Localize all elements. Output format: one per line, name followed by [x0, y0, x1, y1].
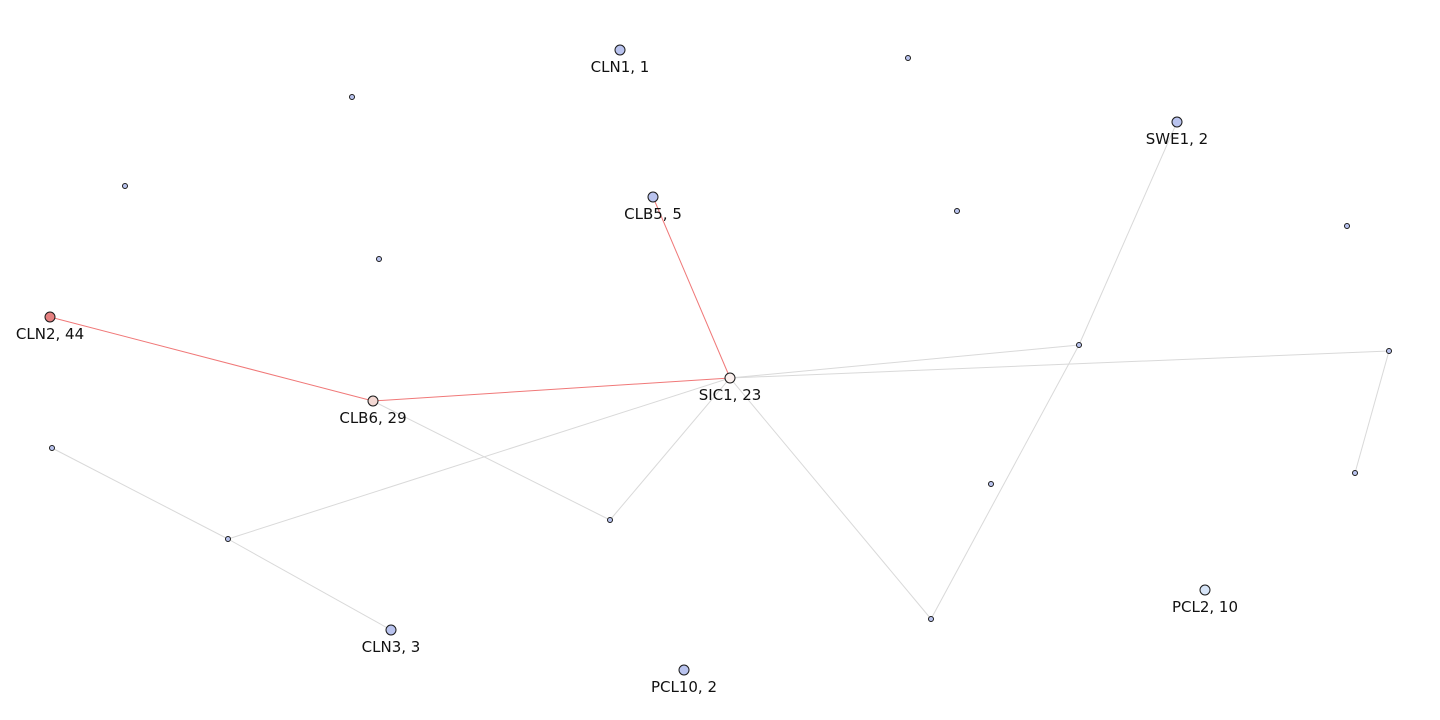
edge-sic1-u9	[729, 350, 1390, 379]
edge-clb6-sic1	[372, 377, 731, 402]
node-label-cln1: CLN1, 1	[591, 58, 650, 76]
node-u11[interactable]	[225, 536, 231, 542]
node-u12[interactable]	[928, 616, 934, 622]
edge-layer	[49, 121, 1390, 631]
node-clb6[interactable]	[367, 395, 379, 407]
node-cln3[interactable]	[385, 624, 397, 636]
edge-sic1-u10	[609, 377, 731, 521]
node-sic1[interactable]	[724, 372, 736, 384]
node-swe1[interactable]	[1171, 116, 1183, 128]
node-u14[interactable]	[1352, 470, 1358, 476]
edge-swe1-u8	[1078, 121, 1178, 346]
edge-clb6-u10	[372, 400, 611, 521]
edge-sic1-u11	[227, 377, 731, 540]
node-u1[interactable]	[905, 55, 911, 61]
node-u7[interactable]	[49, 445, 55, 451]
node-u13[interactable]	[988, 481, 994, 487]
edge-u9-u14	[1354, 350, 1390, 474]
edge-sic1-u8	[729, 344, 1080, 379]
edge-sic1-u12	[729, 377, 932, 620]
node-label-pcl2: PCL2, 10	[1172, 598, 1238, 616]
node-label-pcl10: PCL10, 2	[651, 678, 717, 696]
node-u8[interactable]	[1076, 342, 1082, 348]
edge-cln2-clb6	[49, 316, 374, 402]
node-cln2[interactable]	[44, 311, 56, 323]
edge-u7-u11	[51, 447, 229, 540]
node-label-cln2: CLN2, 44	[16, 325, 84, 343]
node-u10[interactable]	[607, 517, 613, 523]
node-clb5[interactable]	[647, 191, 659, 203]
edge-u8-u12	[930, 344, 1080, 620]
node-label-clb5: CLB5, 5	[624, 205, 682, 223]
edge-u11-cln3	[227, 538, 392, 631]
node-label-sic1: SIC1, 23	[699, 386, 762, 404]
node-cln1[interactable]	[614, 44, 626, 56]
label-layer: CLN1, 1 SWE1, 2 CLB5, 5 CLN2, 44 CLB6, 29 SIC…	[16, 58, 1238, 696]
node-layer	[44, 44, 1392, 676]
node-label-swe1: SWE1, 2	[1146, 130, 1208, 148]
node-u9[interactable]	[1386, 348, 1392, 354]
node-pcl10[interactable]	[678, 664, 690, 676]
edge-clb5-sic1	[652, 196, 731, 379]
node-label-cln3: CLN3, 3	[362, 638, 421, 656]
node-u2[interactable]	[349, 94, 355, 100]
node-u6[interactable]	[1344, 223, 1350, 229]
node-pcl2[interactable]	[1199, 584, 1211, 596]
node-u3[interactable]	[122, 183, 128, 189]
node-u5[interactable]	[376, 256, 382, 262]
node-u4[interactable]	[954, 208, 960, 214]
node-label-clb6: CLB6, 29	[339, 409, 406, 427]
